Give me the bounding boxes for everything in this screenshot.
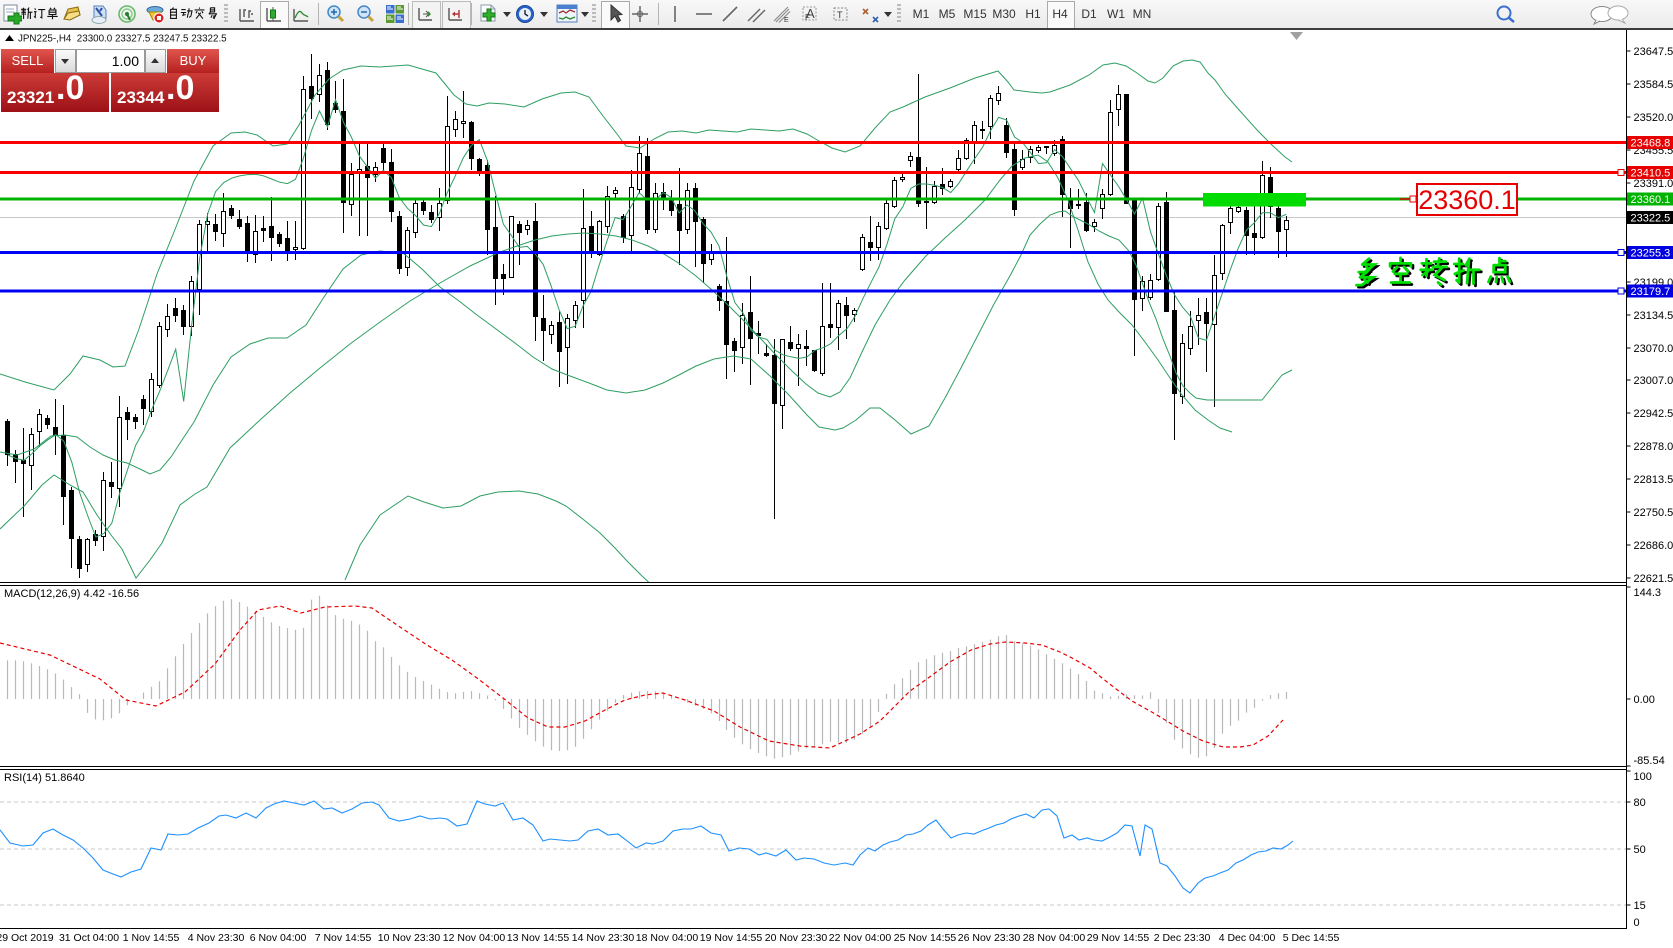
svg-text:144.3: 144.3 [1634, 587, 1662, 599]
svg-text:6 Nov 04:00: 6 Nov 04:00 [250, 932, 307, 944]
svg-text:JPN225-,H4 23300.0 23327.5 23: JPN225-,H4 23300.0 23327.5 23247.5 23322… [18, 34, 227, 45]
svg-text:23179.7: 23179.7 [1631, 286, 1671, 298]
svg-text:0.00: 0.00 [1634, 694, 1655, 706]
svg-text:T: T [837, 10, 843, 20]
svg-text:26 Nov 23:30: 26 Nov 23:30 [958, 932, 1021, 944]
svg-text:80: 80 [1634, 797, 1646, 809]
svg-text:23360.1: 23360.1 [1418, 185, 1516, 215]
svg-text:22878.0: 22878.0 [1634, 441, 1673, 453]
svg-text:15: 15 [1634, 900, 1646, 912]
svg-text:10 Nov 23:30: 10 Nov 23:30 [378, 932, 441, 944]
svg-text:23070.0: 23070.0 [1634, 343, 1673, 355]
svg-text:23520.0: 23520.0 [1634, 112, 1673, 124]
svg-text:22 Nov 04:00: 22 Nov 04:00 [829, 932, 892, 944]
svg-text:29 Nov 14:55: 29 Nov 14:55 [1087, 932, 1150, 944]
svg-text:23584.5: 23584.5 [1634, 79, 1673, 91]
svg-text:20 Nov 23:30: 20 Nov 23:30 [765, 932, 828, 944]
svg-text:MACD(12,26,9) 4.42 -16.56: MACD(12,26,9) 4.42 -16.56 [4, 588, 139, 600]
svg-text:23007.0: 23007.0 [1634, 375, 1673, 387]
svg-text:12 Nov 04:00: 12 Nov 04:00 [443, 932, 506, 944]
svg-text:100: 100 [1634, 771, 1652, 783]
svg-text:23468.8: 23468.8 [1631, 138, 1671, 150]
svg-text:22750.5: 22750.5 [1634, 507, 1673, 519]
svg-text:4 Dec 04:00: 4 Dec 04:00 [1219, 932, 1276, 944]
svg-text:22942.5: 22942.5 [1634, 408, 1673, 420]
svg-text:23410.5: 23410.5 [1631, 168, 1671, 180]
svg-text:F: F [805, 13, 810, 22]
svg-text:4 Nov 23:30: 4 Nov 23:30 [188, 932, 245, 944]
svg-text:23134.5: 23134.5 [1634, 310, 1673, 322]
svg-text:RSI(14) 51.8640: RSI(14) 51.8640 [4, 772, 85, 784]
svg-text:23322.5: 23322.5 [1631, 213, 1671, 225]
svg-text:31 Oct 04:00: 31 Oct 04:00 [59, 932, 119, 944]
svg-text:22686.0: 22686.0 [1634, 540, 1673, 552]
svg-text:7 Nov 14:55: 7 Nov 14:55 [315, 932, 372, 944]
svg-text:23647.5: 23647.5 [1634, 46, 1673, 58]
svg-text:23391.0: 23391.0 [1634, 178, 1673, 190]
svg-text:0: 0 [1634, 917, 1640, 929]
svg-text:28 Nov 04:00: 28 Nov 04:00 [1023, 932, 1086, 944]
svg-text:25 Nov 14:55: 25 Nov 14:55 [894, 932, 957, 944]
svg-text:29 Oct 2019: 29 Oct 2019 [0, 932, 54, 944]
svg-text:50: 50 [1634, 844, 1646, 856]
svg-text:1 Nov 14:55: 1 Nov 14:55 [123, 932, 180, 944]
svg-text:2 Dec 23:30: 2 Dec 23:30 [1154, 932, 1211, 944]
svg-text:19 Nov 14:55: 19 Nov 14:55 [700, 932, 763, 944]
svg-text:14 Nov 23:30: 14 Nov 23:30 [572, 932, 635, 944]
svg-text:18 Nov 04:00: 18 Nov 04:00 [636, 932, 699, 944]
svg-text:E: E [784, 17, 789, 23]
svg-text:23255.3: 23255.3 [1631, 248, 1671, 260]
svg-text:5 Dec 14:55: 5 Dec 14:55 [1283, 932, 1340, 944]
svg-text:22813.5: 22813.5 [1634, 474, 1673, 486]
svg-text:23360.1: 23360.1 [1631, 194, 1671, 206]
svg-text:-85.54: -85.54 [1634, 755, 1665, 767]
svg-text:22621.5: 22621.5 [1634, 573, 1673, 585]
svg-text:13 Nov 14:55: 13 Nov 14:55 [507, 932, 570, 944]
